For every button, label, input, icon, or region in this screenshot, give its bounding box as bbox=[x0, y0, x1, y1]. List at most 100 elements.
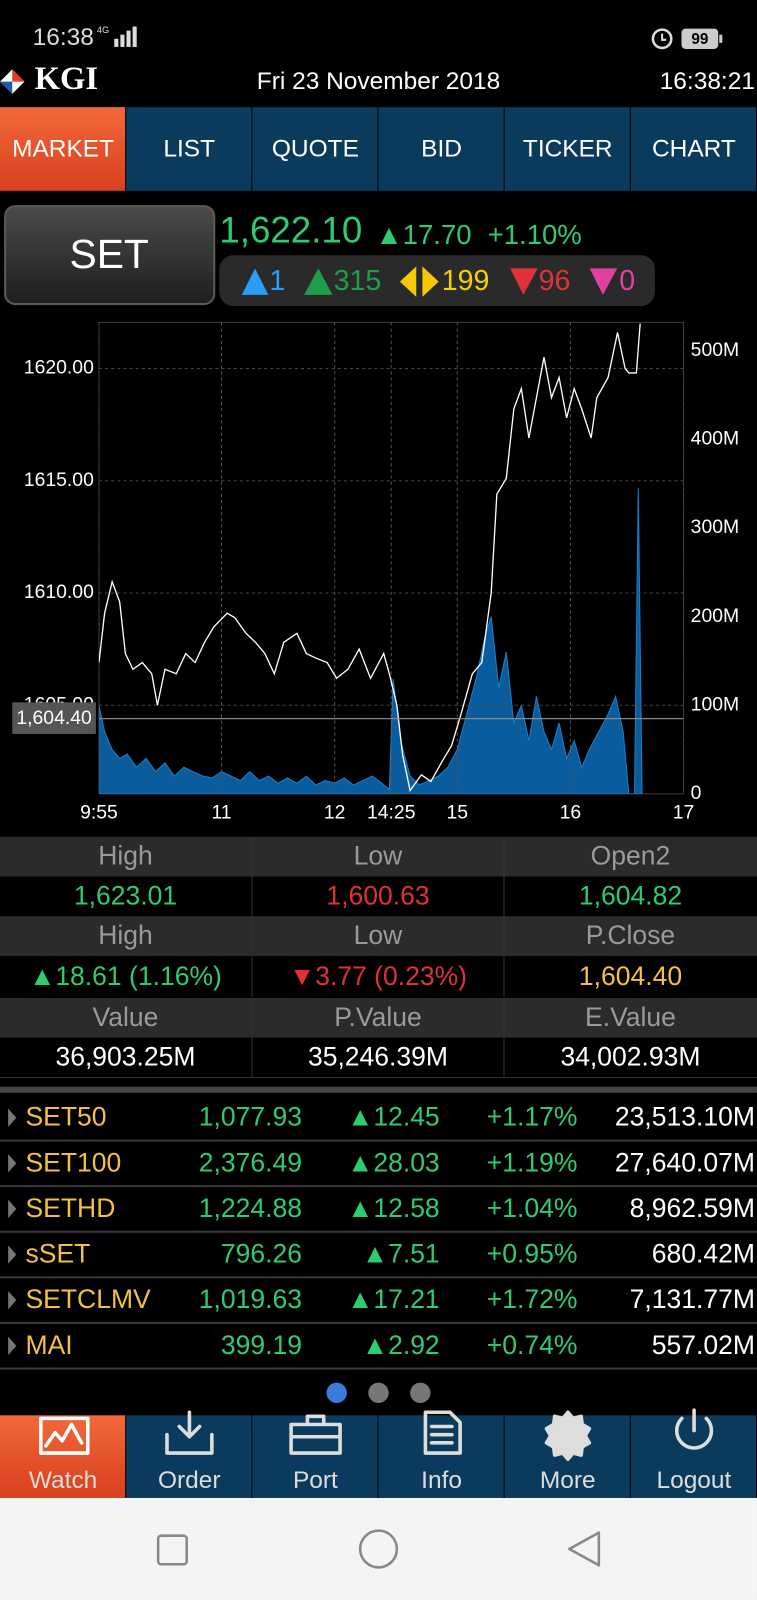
price-line bbox=[98, 323, 641, 793]
tab-label[interactable]: QUOTE bbox=[272, 135, 359, 162]
index-name[interactable]: SET100 bbox=[26, 1147, 122, 1177]
y2-tick-label: 200M bbox=[691, 605, 739, 627]
nav-label[interactable]: Info bbox=[421, 1467, 462, 1494]
stats-value: 36,903.25M bbox=[55, 1042, 195, 1072]
y2-tick-label: 500M bbox=[691, 339, 739, 361]
index-percent: +1.17% bbox=[487, 1102, 578, 1132]
nav-icon[interactable] bbox=[423, 1410, 462, 1455]
breadth-count: 199 bbox=[442, 265, 490, 297]
nav-label[interactable]: Watch bbox=[29, 1467, 97, 1494]
nav-item[interactable] bbox=[252, 1415, 378, 1498]
index-percent: +1.04% bbox=[487, 1193, 578, 1223]
expand-arrow[interactable] bbox=[8, 1108, 17, 1127]
tab[interactable] bbox=[378, 107, 504, 191]
tab[interactable] bbox=[0, 107, 126, 191]
index-name[interactable]: SET bbox=[69, 231, 148, 277]
stats-value: 34,002.93M bbox=[560, 1042, 700, 1072]
stats-label: High bbox=[98, 920, 153, 950]
nav-icon[interactable] bbox=[39, 1416, 90, 1455]
index-percent: +0.95% bbox=[487, 1239, 578, 1269]
nav-icon[interactable] bbox=[165, 1410, 214, 1455]
pager-dot[interactable] bbox=[368, 1382, 389, 1404]
nav-label[interactable]: More bbox=[540, 1467, 596, 1494]
tab[interactable] bbox=[252, 107, 378, 191]
index-last: 2,376.49 bbox=[199, 1147, 302, 1177]
tab[interactable] bbox=[126, 107, 252, 191]
index-change: ▲17.21 bbox=[347, 1284, 440, 1314]
breadth-count: 0 bbox=[619, 265, 635, 297]
system-nav bbox=[0, 1497, 757, 1600]
plot bbox=[98, 322, 684, 794]
logo: KGI bbox=[35, 61, 98, 97]
index-list: SET50 1,077.93 ▲12.45 +1.17% 23,513.10M SET10… bbox=[0, 1102, 757, 1370]
stats-value-row bbox=[0, 876, 757, 917]
tab-bar: MARKET LIST QUOTE BID TICKER CHART bbox=[0, 107, 756, 191]
nav-label[interactable]: Order bbox=[158, 1467, 221, 1494]
index-change: ▲7.51 bbox=[362, 1239, 440, 1269]
stats-value-row bbox=[0, 957, 757, 997]
pager bbox=[326, 1382, 431, 1404]
index-name[interactable]: SETHD bbox=[26, 1193, 116, 1223]
down-icon bbox=[510, 268, 538, 295]
index-name[interactable]: SET50 bbox=[26, 1102, 107, 1132]
index-value: 8,962.59M bbox=[630, 1193, 755, 1223]
nav-label[interactable]: Port bbox=[293, 1467, 338, 1494]
stats-label: Low bbox=[354, 920, 403, 950]
battery bbox=[681, 28, 719, 49]
pager-dot[interactable] bbox=[326, 1382, 347, 1404]
nav-item[interactable] bbox=[378, 1415, 504, 1498]
index-button[interactable] bbox=[4, 205, 216, 306]
tab-label[interactable]: CHART bbox=[652, 135, 736, 162]
index-name[interactable]: MAI bbox=[26, 1330, 73, 1360]
x-tick-label: 15 bbox=[446, 801, 468, 823]
breadth: 1 315 199 96 0 bbox=[269, 265, 635, 297]
stats-table: High Low Open2 1,623.01 1,600.63 1,604.82 High… bbox=[0, 836, 757, 1079]
tab-label[interactable]: MARKET bbox=[12, 135, 114, 162]
tab-label[interactable]: BID bbox=[421, 135, 462, 162]
stats-value: 1,623.01 bbox=[74, 880, 177, 910]
up-icon bbox=[304, 268, 333, 295]
tab[interactable] bbox=[504, 107, 630, 191]
tab-label[interactable]: TICKER bbox=[523, 135, 613, 162]
expand-arrow[interactable] bbox=[8, 1199, 17, 1219]
recents-button[interactable] bbox=[156, 1534, 188, 1566]
index-last: 399.19 bbox=[221, 1330, 302, 1360]
home-button[interactable] bbox=[358, 1529, 399, 1569]
stats-label: Open2 bbox=[591, 841, 671, 871]
y-tick-label: 1620.00 bbox=[24, 357, 94, 379]
expand-arrow[interactable] bbox=[8, 1245, 17, 1264]
expand-arrow[interactable] bbox=[8, 1154, 17, 1173]
tab[interactable] bbox=[630, 107, 756, 191]
nav-item[interactable] bbox=[0, 1415, 126, 1498]
index-percent: +0.74% bbox=[487, 1330, 578, 1360]
y2-tick-label: 400M bbox=[691, 428, 739, 450]
stats-header-row bbox=[0, 997, 757, 1038]
expand-arrow[interactable] bbox=[8, 1336, 17, 1355]
index-name[interactable]: SETCLMV bbox=[26, 1284, 152, 1314]
nav-icon[interactable] bbox=[674, 1408, 714, 1450]
stats-value-row bbox=[0, 1037, 757, 1078]
y-tick-label: 1615.00 bbox=[24, 469, 94, 491]
battery-level: 99 bbox=[691, 31, 708, 48]
stats-header-row bbox=[0, 916, 757, 957]
nav-icon[interactable] bbox=[289, 1414, 342, 1455]
tab-label[interactable]: LIST bbox=[163, 135, 215, 162]
ceiling-icon bbox=[241, 268, 269, 295]
breadth-count: 315 bbox=[334, 265, 382, 297]
expand-arrow[interactable] bbox=[8, 1290, 17, 1310]
stats-value: 1,604.82 bbox=[579, 880, 682, 910]
nav-label[interactable]: Logout bbox=[656, 1467, 731, 1494]
pager-dot[interactable] bbox=[410, 1382, 431, 1404]
x-tick-label: 9:55 bbox=[80, 801, 118, 823]
nav-icon[interactable] bbox=[544, 1410, 592, 1461]
index-percent: +1.19% bbox=[487, 1147, 578, 1177]
y2-tick-label: 100M bbox=[691, 693, 739, 715]
stats-header-row bbox=[0, 836, 757, 877]
logo-icon bbox=[0, 69, 25, 94]
index-change: ▲17.70 bbox=[375, 219, 471, 250]
x-tick-label: 17 bbox=[673, 801, 695, 823]
back-button[interactable] bbox=[567, 1531, 601, 1567]
index-name[interactable]: sSET bbox=[26, 1239, 91, 1269]
status-time: 16:38 bbox=[33, 24, 94, 51]
